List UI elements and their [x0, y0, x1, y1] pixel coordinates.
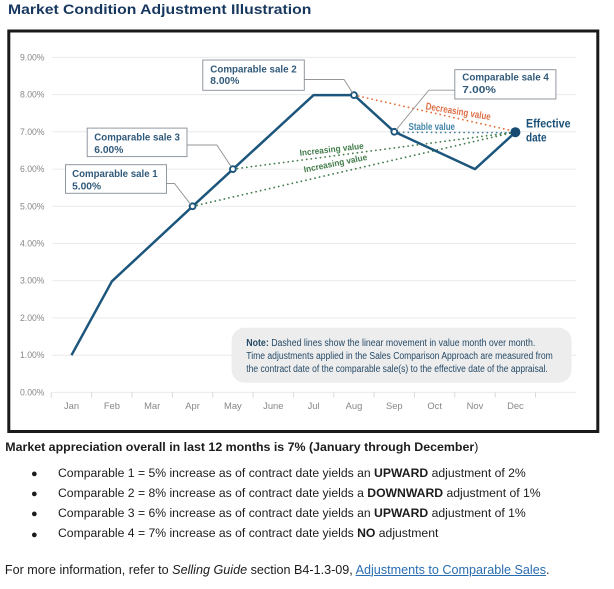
svg-text:Feb: Feb — [104, 400, 120, 411]
svg-text:Comparable sale 1: Comparable sale 1 — [72, 169, 158, 180]
svg-text:6.00%: 6.00% — [94, 145, 123, 156]
svg-text:2.00%: 2.00% — [20, 312, 45, 323]
svg-text:8.00%: 8.00% — [210, 76, 239, 87]
svg-text:the contract date of the compa: the contract date of the comparable sale… — [246, 364, 548, 375]
svg-text:1.00%: 1.00% — [20, 349, 45, 360]
svg-text:Apr: Apr — [185, 400, 200, 411]
svg-text:Comparable sale 2: Comparable sale 2 — [210, 65, 297, 76]
svg-text:Oct: Oct — [427, 400, 442, 411]
svg-text:Jan: Jan — [64, 400, 79, 411]
svg-text:Effective: Effective — [526, 118, 571, 131]
svg-text:Time adjustments applied in th: Time adjustments applied in the Sales Co… — [246, 351, 553, 362]
svg-text:7.00%: 7.00% — [462, 85, 496, 96]
svg-text:6.00%: 6.00% — [20, 163, 45, 174]
svg-text:date: date — [526, 132, 547, 145]
svg-text:Aug: Aug — [346, 400, 363, 411]
svg-text:Jul: Jul — [308, 400, 320, 411]
svg-text:4.00%: 4.00% — [20, 238, 45, 249]
svg-text:7.00%: 7.00% — [20, 126, 45, 137]
svg-text:Mar: Mar — [144, 400, 160, 411]
svg-text:9.00%: 9.00% — [20, 51, 45, 62]
svg-text:3.00%: 3.00% — [20, 275, 45, 286]
svg-text:Nov: Nov — [467, 400, 484, 411]
svg-text:Sep: Sep — [386, 400, 403, 411]
svg-text:Comparable sale 3: Comparable sale 3 — [94, 132, 180, 143]
svg-text:Dec: Dec — [507, 400, 524, 411]
svg-text:Note: Dashed lines show the li: Note: Dashed lines show the linear movem… — [246, 338, 535, 349]
svg-text:June: June — [263, 400, 283, 411]
svg-text:0.00%: 0.00% — [20, 386, 45, 397]
svg-text:May: May — [224, 400, 242, 411]
svg-text:Comparable sale 4: Comparable sale 4 — [462, 72, 549, 83]
svg-text:5.00%: 5.00% — [20, 200, 45, 211]
svg-text:Stable value: Stable value — [409, 122, 456, 133]
svg-text:8.00%: 8.00% — [20, 89, 45, 100]
svg-text:5.00%: 5.00% — [72, 182, 101, 193]
